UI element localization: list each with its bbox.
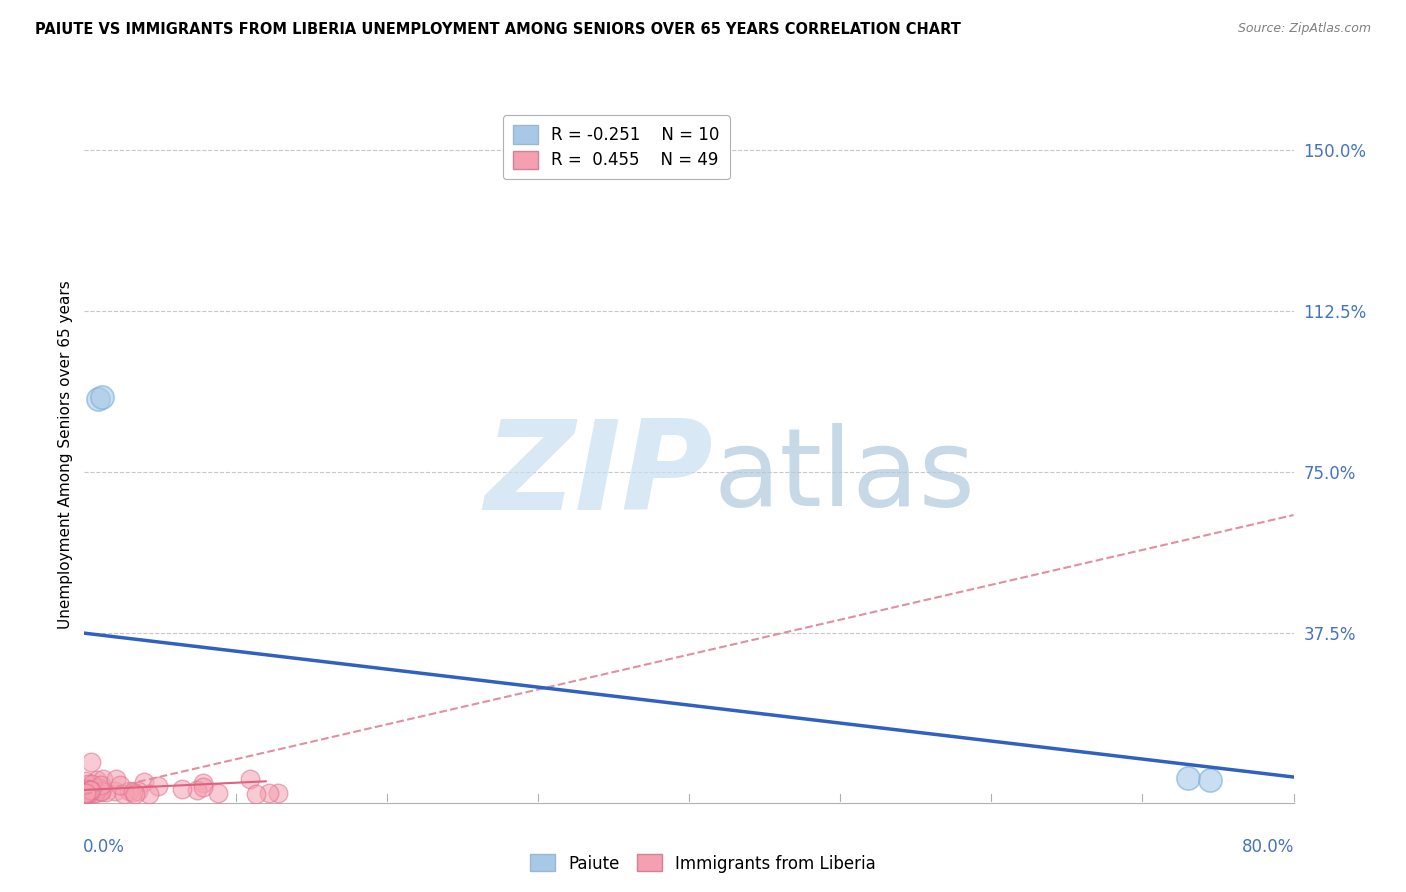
Point xyxy=(245,787,267,801)
Point xyxy=(83,780,105,795)
Point xyxy=(191,780,214,794)
Point xyxy=(75,787,97,801)
Point xyxy=(75,774,97,789)
Point xyxy=(96,785,118,799)
Point xyxy=(118,784,141,798)
Text: PAIUTE VS IMMIGRANTS FROM LIBERIA UNEMPLOYMENT AMONG SENIORS OVER 65 YEARS CORRE: PAIUTE VS IMMIGRANTS FROM LIBERIA UNEMPL… xyxy=(35,22,962,37)
Point xyxy=(267,785,290,799)
Point xyxy=(80,783,103,797)
Point xyxy=(257,786,280,800)
Text: atlas: atlas xyxy=(713,423,976,529)
Point xyxy=(207,786,229,800)
Point xyxy=(90,784,112,798)
Point xyxy=(146,779,169,793)
Point xyxy=(239,772,262,787)
Point xyxy=(104,784,127,798)
Point xyxy=(80,755,103,769)
Point xyxy=(91,390,114,404)
Point xyxy=(80,777,103,791)
Point xyxy=(75,786,97,800)
Point xyxy=(75,785,97,799)
Point xyxy=(77,786,100,800)
Text: 0.0%: 0.0% xyxy=(83,838,125,855)
Point xyxy=(124,787,146,801)
Point xyxy=(89,781,111,796)
Point xyxy=(79,783,101,797)
Point xyxy=(77,786,100,800)
Point xyxy=(89,782,111,797)
Point xyxy=(105,772,128,786)
Point xyxy=(77,783,100,797)
Point xyxy=(1199,773,1222,788)
Point xyxy=(122,784,145,798)
Point xyxy=(110,778,132,792)
Legend: Paiute, Immigrants from Liberia: Paiute, Immigrants from Liberia xyxy=(523,847,883,880)
Point xyxy=(186,782,208,797)
Point xyxy=(76,781,98,796)
Point xyxy=(83,787,105,801)
Text: 80.0%: 80.0% xyxy=(1243,838,1295,855)
Point xyxy=(191,775,214,789)
Y-axis label: Unemployment Among Seniors over 65 years: Unemployment Among Seniors over 65 years xyxy=(58,281,73,629)
Point xyxy=(79,783,101,797)
Legend: R = -0.251    N = 10, R =  0.455    N = 49: R = -0.251 N = 10, R = 0.455 N = 49 xyxy=(503,115,730,179)
Point xyxy=(172,782,194,797)
Point xyxy=(73,785,96,799)
Point xyxy=(75,784,97,798)
Point xyxy=(90,779,112,793)
Point xyxy=(84,786,107,800)
Point xyxy=(138,787,160,801)
Point xyxy=(127,784,149,798)
Point xyxy=(91,772,114,786)
Point xyxy=(75,785,97,799)
Point xyxy=(86,772,108,787)
Text: ZIP: ZIP xyxy=(485,416,713,536)
Point xyxy=(112,787,135,801)
Point xyxy=(1177,771,1199,785)
Point xyxy=(132,775,155,789)
Point xyxy=(76,787,98,801)
Text: Source: ZipAtlas.com: Source: ZipAtlas.com xyxy=(1237,22,1371,36)
Point xyxy=(77,777,100,791)
Point xyxy=(90,785,112,799)
Point xyxy=(87,392,110,406)
